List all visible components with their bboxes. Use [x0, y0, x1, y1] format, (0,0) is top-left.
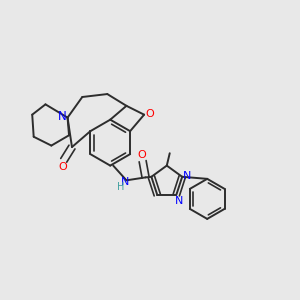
Text: N: N — [121, 177, 129, 187]
Text: N: N — [183, 171, 192, 181]
Text: N: N — [175, 196, 183, 206]
Text: N: N — [58, 110, 67, 123]
Text: O: O — [58, 162, 67, 172]
Text: O: O — [145, 109, 154, 119]
Text: H: H — [118, 182, 125, 192]
Text: O: O — [138, 150, 146, 160]
